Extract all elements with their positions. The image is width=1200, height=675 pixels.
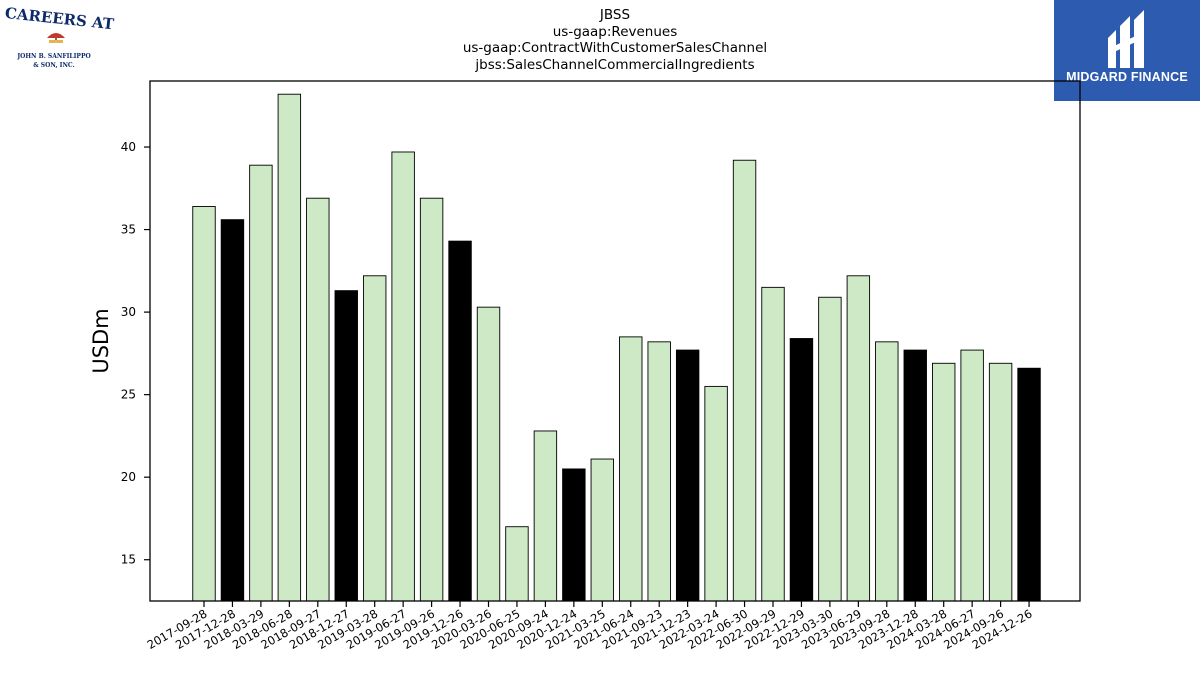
x-axis: 2017-09-282017-12-282018-03-292018-06-28… — [145, 601, 1035, 652]
bar-2020-03-26 — [476, 306, 501, 602]
bar-2022-06-30 — [732, 159, 757, 602]
bar-2023-12-28 — [903, 349, 927, 602]
bar-2023-09-28 — [875, 341, 899, 602]
bar-2020-06-25 — [505, 526, 529, 602]
plot-frame — [149, 80, 1081, 602]
bar-2018-09-27 — [306, 197, 330, 602]
bar-2018-06-28 — [277, 93, 302, 602]
company-logo-left: CAREERS AT JOHN B. SANFILIPPO & SON, INC… — [4, 4, 115, 70]
title-line-1: JBSS — [599, 7, 631, 23]
bar-2021-12-23 — [675, 349, 700, 602]
y-axis: 15 20 25 30 35 40 — [121, 140, 150, 567]
y-tick-label: 15 — [121, 553, 136, 567]
logo-right-name: MIDGARD FINANCE — [1066, 70, 1188, 84]
logo-left-line3: & SON, INC. — [33, 62, 75, 69]
bar-2021-03-25 — [590, 458, 614, 602]
title-line-4: jbss:SalesChannelCommercialIngredients — [475, 56, 755, 73]
y-tick-label: 35 — [121, 223, 136, 237]
bar-2021-09-23 — [647, 341, 671, 602]
title-line-3: us-gaap:ContractWithCustomerSalesChannel — [462, 40, 768, 56]
bar-2018-12-27 — [334, 290, 358, 602]
bar-2022-03-24 — [704, 385, 728, 602]
bar-2019-09-26 — [419, 197, 444, 602]
bar-2020-09-24 — [533, 430, 558, 602]
bar-2024-03-28 — [932, 362, 956, 602]
company-logo-right: MIDGARD FINANCE — [1054, 0, 1200, 101]
bar-2019-06-27 — [391, 151, 415, 602]
bar-2018-03-29 — [249, 164, 273, 602]
bar-2020-12-24 — [562, 468, 586, 602]
chart-title: JBSS us-gaap:Revenues us-gaap:ContractWi… — [415, 7, 815, 73]
bar-2022-12-29 — [789, 338, 814, 602]
logo-left-line2: JOHN B. SANFILIPPO — [17, 53, 91, 60]
logo-left-company: JOHN B. SANFILIPPO & SON, INC. — [4, 52, 104, 70]
y-axis-label: USDm — [89, 308, 113, 373]
bar-2024-06-27 — [960, 349, 984, 602]
bar-2023-06-29 — [846, 275, 871, 602]
bar-2023-03-30 — [818, 296, 842, 602]
bars-group — [192, 93, 1041, 602]
bar-2022-09-29 — [761, 286, 785, 602]
y-tick-label: 40 — [121, 140, 136, 154]
title-line-2: us-gaap:Revenues — [552, 23, 678, 40]
bar-2021-06-24 — [619, 336, 643, 602]
bar-2024-09-26 — [988, 362, 1013, 602]
bar-2019-12-26 — [448, 240, 472, 602]
midgard-mark-icon — [1108, 10, 1144, 68]
bar-2024-12-26 — [1017, 367, 1041, 602]
bar-2019-03-28 — [363, 275, 387, 602]
y-tick-label: 25 — [121, 388, 136, 402]
umbrella-icon — [47, 33, 65, 43]
bar-2017-09-28 — [192, 206, 216, 602]
y-tick-label: 20 — [121, 470, 136, 484]
bar-2017-12-28 — [220, 219, 245, 602]
y-tick-label: 30 — [121, 305, 136, 319]
